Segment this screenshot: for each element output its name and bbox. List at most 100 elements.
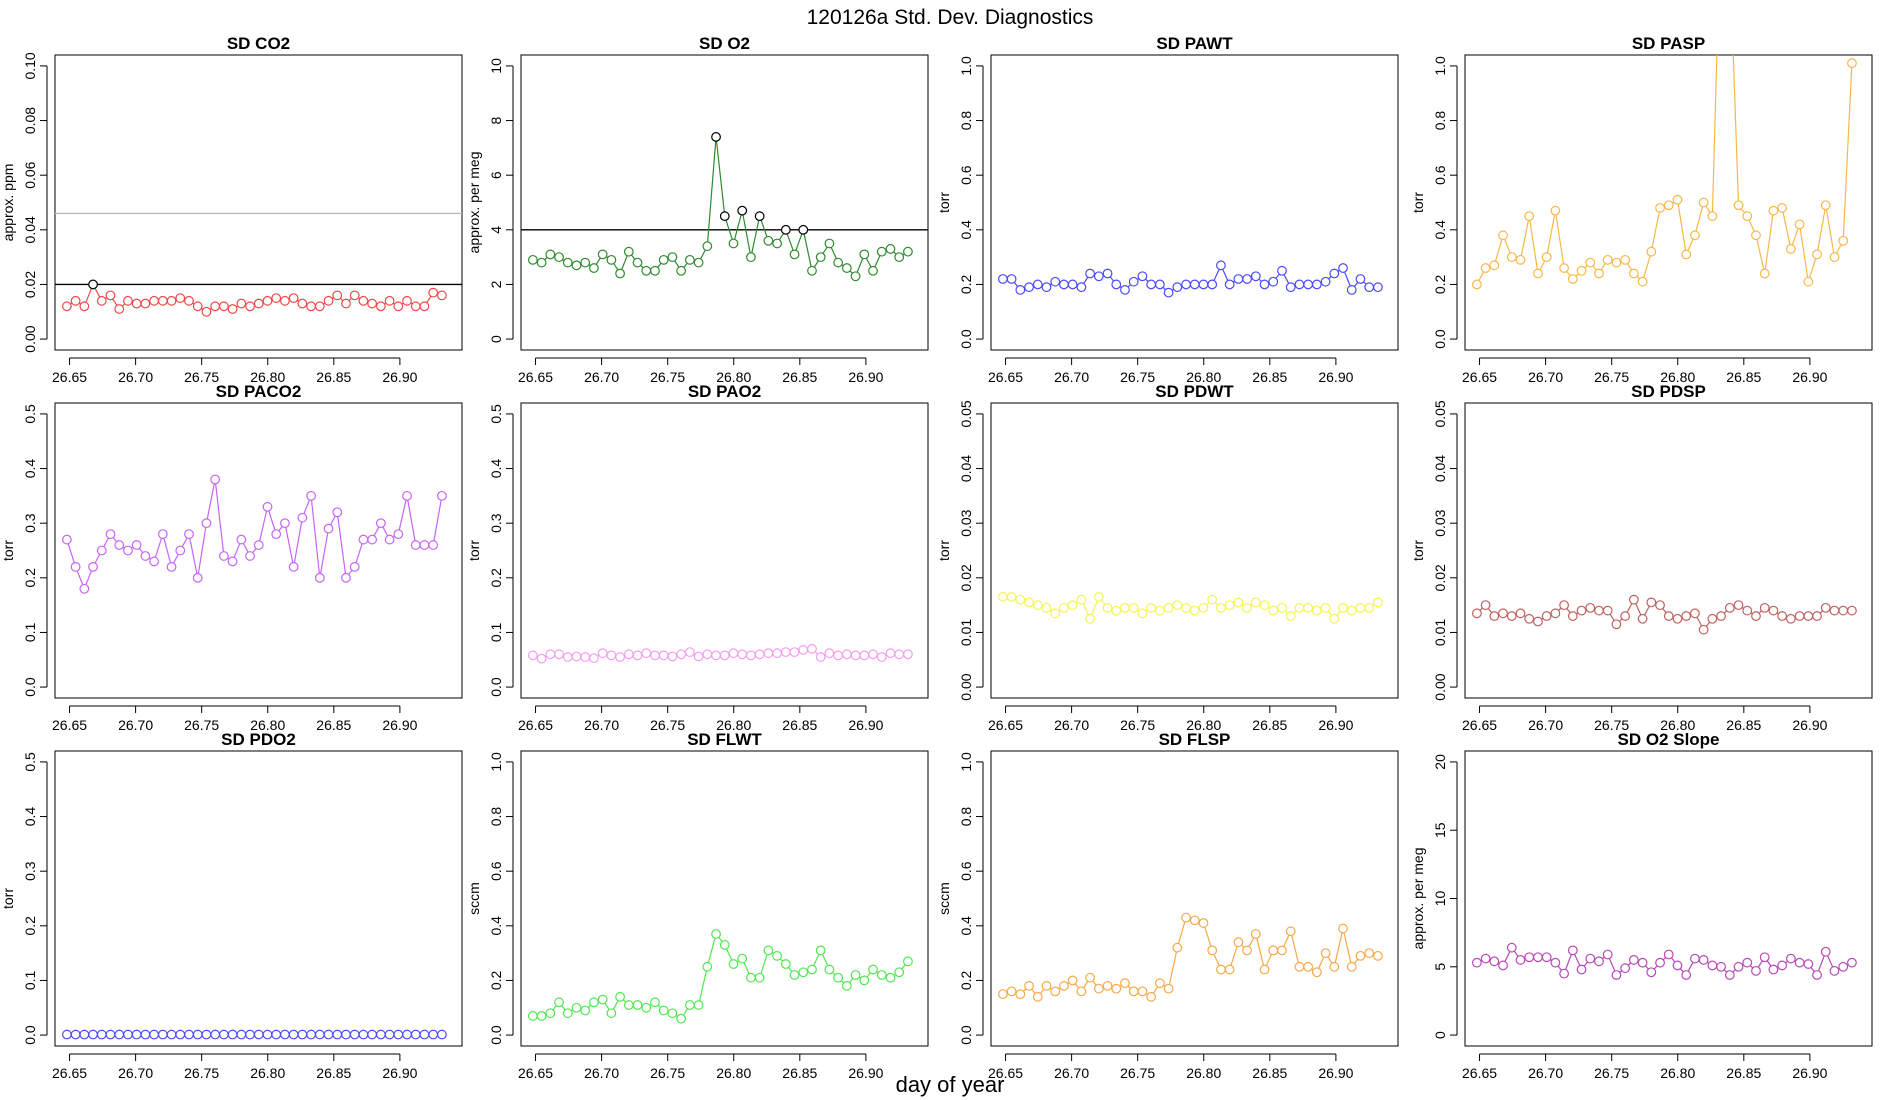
data-point — [61, 301, 72, 312]
x-tick-label: 26.75 — [1120, 369, 1155, 385]
data-point — [262, 1029, 273, 1040]
x-tick-label: 26.65 — [52, 369, 87, 385]
data-point — [210, 1029, 221, 1040]
data-point — [589, 997, 599, 1008]
data-point — [554, 997, 564, 1008]
data-point — [1189, 605, 1200, 616]
data-point — [894, 649, 905, 660]
data-point — [1102, 602, 1113, 613]
y-axis-label: torr — [0, 888, 16, 909]
data-point — [1620, 611, 1631, 621]
data-point — [650, 265, 660, 276]
data-point — [997, 989, 1008, 1000]
data-point — [1216, 964, 1226, 975]
data-point — [1024, 282, 1034, 293]
y-tick-label: 8 — [488, 116, 504, 124]
data-point — [876, 970, 887, 980]
data-point — [262, 501, 273, 512]
data-point — [1189, 915, 1200, 926]
data-point — [175, 1029, 186, 1040]
data-point — [545, 249, 556, 260]
data-point — [780, 224, 791, 235]
data-point — [798, 224, 809, 235]
y-tick-label: 0.02 — [1432, 564, 1448, 591]
data-point — [1120, 285, 1130, 295]
x-tick-label: 26.80 — [1660, 369, 1695, 385]
data-point — [1838, 961, 1849, 972]
data-point — [1515, 955, 1526, 965]
data-point — [1154, 978, 1165, 989]
x-tick-label: 26.70 — [1054, 1065, 1089, 1081]
data-point — [70, 1029, 81, 1040]
data-point — [815, 252, 826, 263]
data-point — [597, 994, 608, 1005]
y-tick-label: 0.0 — [958, 1025, 974, 1045]
data-point — [1303, 961, 1314, 972]
x-tick-label: 26.70 — [1528, 369, 1563, 385]
data-point — [702, 649, 713, 660]
data-point — [79, 301, 90, 312]
data-point — [218, 1029, 229, 1040]
data-point — [841, 649, 852, 660]
data-point — [1672, 960, 1683, 971]
data-point — [1628, 955, 1639, 965]
y-tick-label: 20 — [1432, 754, 1448, 770]
x-tick-label: 26.70 — [118, 717, 153, 733]
data-point — [868, 964, 878, 975]
data-point — [1785, 244, 1796, 254]
y-tick-label: 0.5 — [488, 404, 504, 424]
data-point — [297, 1029, 308, 1040]
y-tick-label: 1.0 — [958, 56, 974, 76]
data-point — [184, 529, 194, 540]
data-point — [1672, 613, 1683, 624]
data-point — [623, 1000, 634, 1010]
data-point — [1759, 602, 1770, 613]
data-point — [437, 1029, 447, 1040]
data-point — [824, 964, 835, 975]
data-point — [349, 1029, 360, 1040]
x-tick-label: 26.70 — [584, 369, 619, 385]
data-point — [807, 265, 817, 276]
data-point — [1585, 602, 1596, 613]
data-point — [615, 652, 626, 662]
data-point — [885, 972, 896, 983]
y-tick-label: 0.0 — [488, 677, 504, 697]
plot-area — [997, 912, 1383, 1002]
data-point — [859, 975, 870, 986]
data-point — [1498, 608, 1508, 619]
data-point — [349, 561, 360, 572]
data-point — [375, 301, 386, 312]
y-axis-label: torr — [1410, 540, 1426, 561]
data-point — [1550, 957, 1561, 968]
data-point — [1768, 605, 1779, 616]
data-point — [1777, 611, 1788, 621]
data-point — [1085, 613, 1096, 624]
data-point — [833, 650, 844, 661]
data-point — [1181, 912, 1191, 923]
x-tick-label: 26.80 — [716, 717, 751, 733]
y-tick-label: 0.01 — [958, 619, 974, 646]
data-point — [1242, 274, 1252, 284]
panel-title: SD PAO2 — [688, 382, 761, 401]
y-tick-label: 0.2 — [22, 568, 38, 588]
y-tick-label: 0.2 — [1432, 275, 1448, 295]
data-point — [1120, 602, 1130, 613]
y-axis-label: approx. ppm — [0, 164, 16, 242]
plot-frame — [990, 54, 1399, 351]
plot-area — [997, 592, 1383, 624]
data-point — [1032, 279, 1043, 290]
data-point — [1154, 279, 1165, 290]
data-point — [1506, 611, 1517, 621]
data-point — [1541, 611, 1552, 621]
x-tick-label: 26.80 — [1186, 717, 1221, 733]
data-point — [772, 238, 782, 249]
data-point — [349, 290, 360, 301]
data-point — [1015, 594, 1026, 605]
panel-title: SD CO2 — [227, 34, 290, 53]
data-point — [554, 649, 564, 660]
plot-frame — [54, 402, 463, 699]
data-point — [1820, 602, 1831, 613]
x-tick-label: 26.90 — [1792, 717, 1827, 733]
data-point — [728, 959, 739, 969]
x-tick-label: 26.65 — [52, 717, 87, 733]
